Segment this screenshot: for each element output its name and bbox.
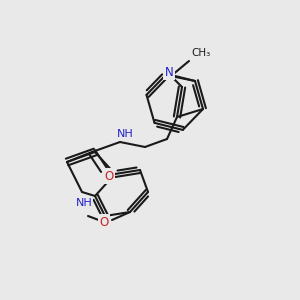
Text: NH: NH	[117, 129, 134, 139]
Text: N: N	[165, 65, 173, 79]
Text: O: O	[104, 169, 114, 182]
Text: NH: NH	[76, 198, 92, 208]
Text: O: O	[99, 215, 109, 229]
Text: CH₃: CH₃	[191, 48, 210, 58]
